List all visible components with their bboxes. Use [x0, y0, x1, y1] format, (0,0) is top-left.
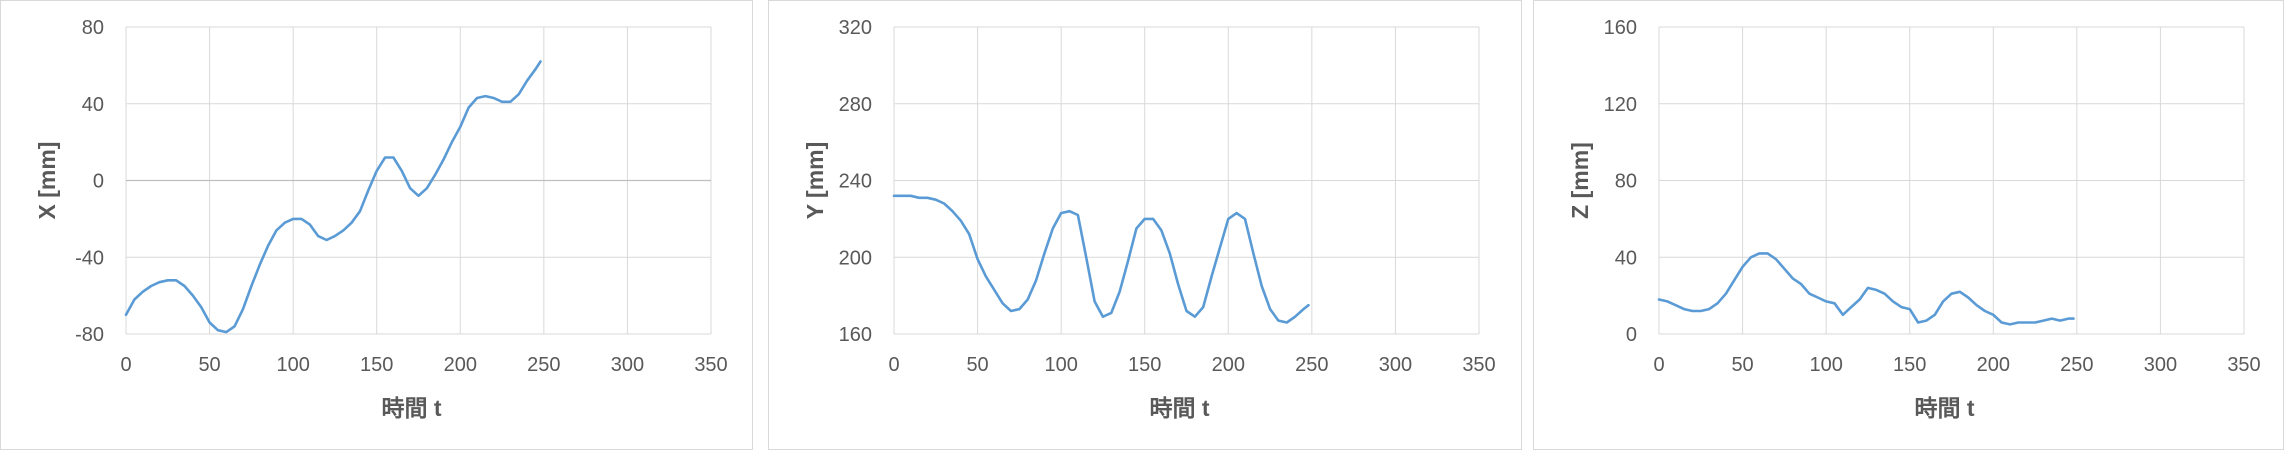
chart-x: -80 -40 0 40 80 0 50 100 150 200 250 300 350 時間 t X [m… [34, 17, 728, 421]
x-x-tick-label: 250 [527, 354, 560, 376]
z-series-line [1657, 252, 2075, 326]
z-x-tick-label: 350 [2227, 354, 2260, 376]
y-series-line [892, 194, 1310, 324]
y-y-tick-label: 320 [839, 17, 872, 39]
z-y-tick-label: 0 [1626, 324, 1637, 346]
y-x-tick-label: 0 [888, 354, 899, 376]
z-x-tick-label: 300 [2144, 354, 2177, 376]
z-x-tick-label: 200 [1977, 354, 2010, 376]
chart-panel-z: 0 40 80 120 160 0 50 100 150 200 250 300 350 時間 t Z [m… [1533, 0, 2284, 450]
x-x-tick-label: 50 [198, 354, 220, 376]
x-x-tick-label: 300 [611, 354, 644, 376]
x-x-axis-title: 時間 t [381, 395, 441, 421]
x-y-tick-label: 0 [93, 171, 104, 193]
z-x-tick-label: 250 [2060, 354, 2093, 376]
z-y-tick-label: 160 [1604, 17, 1637, 39]
z-x-tick-label: 50 [1731, 354, 1753, 376]
y-x-axis-title: 時間 t [1149, 395, 1209, 421]
z-y-tick-label: 80 [1615, 171, 1637, 193]
x-y-tick-label: -80 [75, 324, 104, 346]
y-x-tick-label: 100 [1044, 354, 1077, 376]
y-y-tick-label: 240 [839, 171, 872, 193]
x-series-line [124, 60, 542, 334]
y-x-tick-label: 250 [1295, 354, 1328, 376]
y-y-tick-label: 160 [839, 324, 872, 346]
chart-panel-y: 160 200 240 280 320 0 50 100 150 200 250 300 350 時間 t… [768, 0, 1522, 450]
y-x-tick-label: 350 [1462, 354, 1495, 376]
z-x-tick-label: 150 [1893, 354, 1926, 376]
x-y-axis-title: X [mm] [34, 142, 60, 220]
x-y-tick-label: 40 [82, 94, 104, 116]
x-x-tick-label: 200 [444, 354, 477, 376]
y-y-tick-label: 200 [839, 247, 872, 269]
x-x-tick-label: 100 [276, 354, 309, 376]
z-y-tick-label: 40 [1615, 247, 1637, 269]
chart-y: 160 200 240 280 320 0 50 100 150 200 250 300 350 時間 t… [802, 17, 1496, 421]
x-y-tick-label: 80 [82, 17, 104, 39]
z-y-axis-title: Z [mm] [1567, 142, 1593, 219]
y-x-tick-label: 50 [966, 354, 988, 376]
y-x-tick-label: 300 [1379, 354, 1412, 376]
z-y-tick-label: 120 [1604, 94, 1637, 116]
z-x-tick-label: 100 [1809, 354, 1842, 376]
chart-panel-x: -80 -40 0 40 80 0 50 100 150 200 250 300 350 時間 t X [m… [0, 0, 753, 450]
x-y-tick-label: -40 [75, 247, 104, 269]
z-x-axis-title: 時間 t [1914, 395, 1974, 421]
y-y-tick-label: 280 [839, 94, 872, 116]
x-x-tick-label: 150 [360, 354, 393, 376]
y-x-tick-label: 150 [1128, 354, 1161, 376]
chart-z: 0 40 80 120 160 0 50 100 150 200 250 300 350 時間 t Z [m… [1567, 17, 2261, 421]
y-y-axis-title: Y [mm] [802, 142, 828, 220]
x-x-tick-label: 350 [694, 354, 727, 376]
x-x-tick-label: 0 [120, 354, 131, 376]
y-x-tick-label: 200 [1212, 354, 1245, 376]
z-x-tick-label: 0 [1653, 354, 1664, 376]
